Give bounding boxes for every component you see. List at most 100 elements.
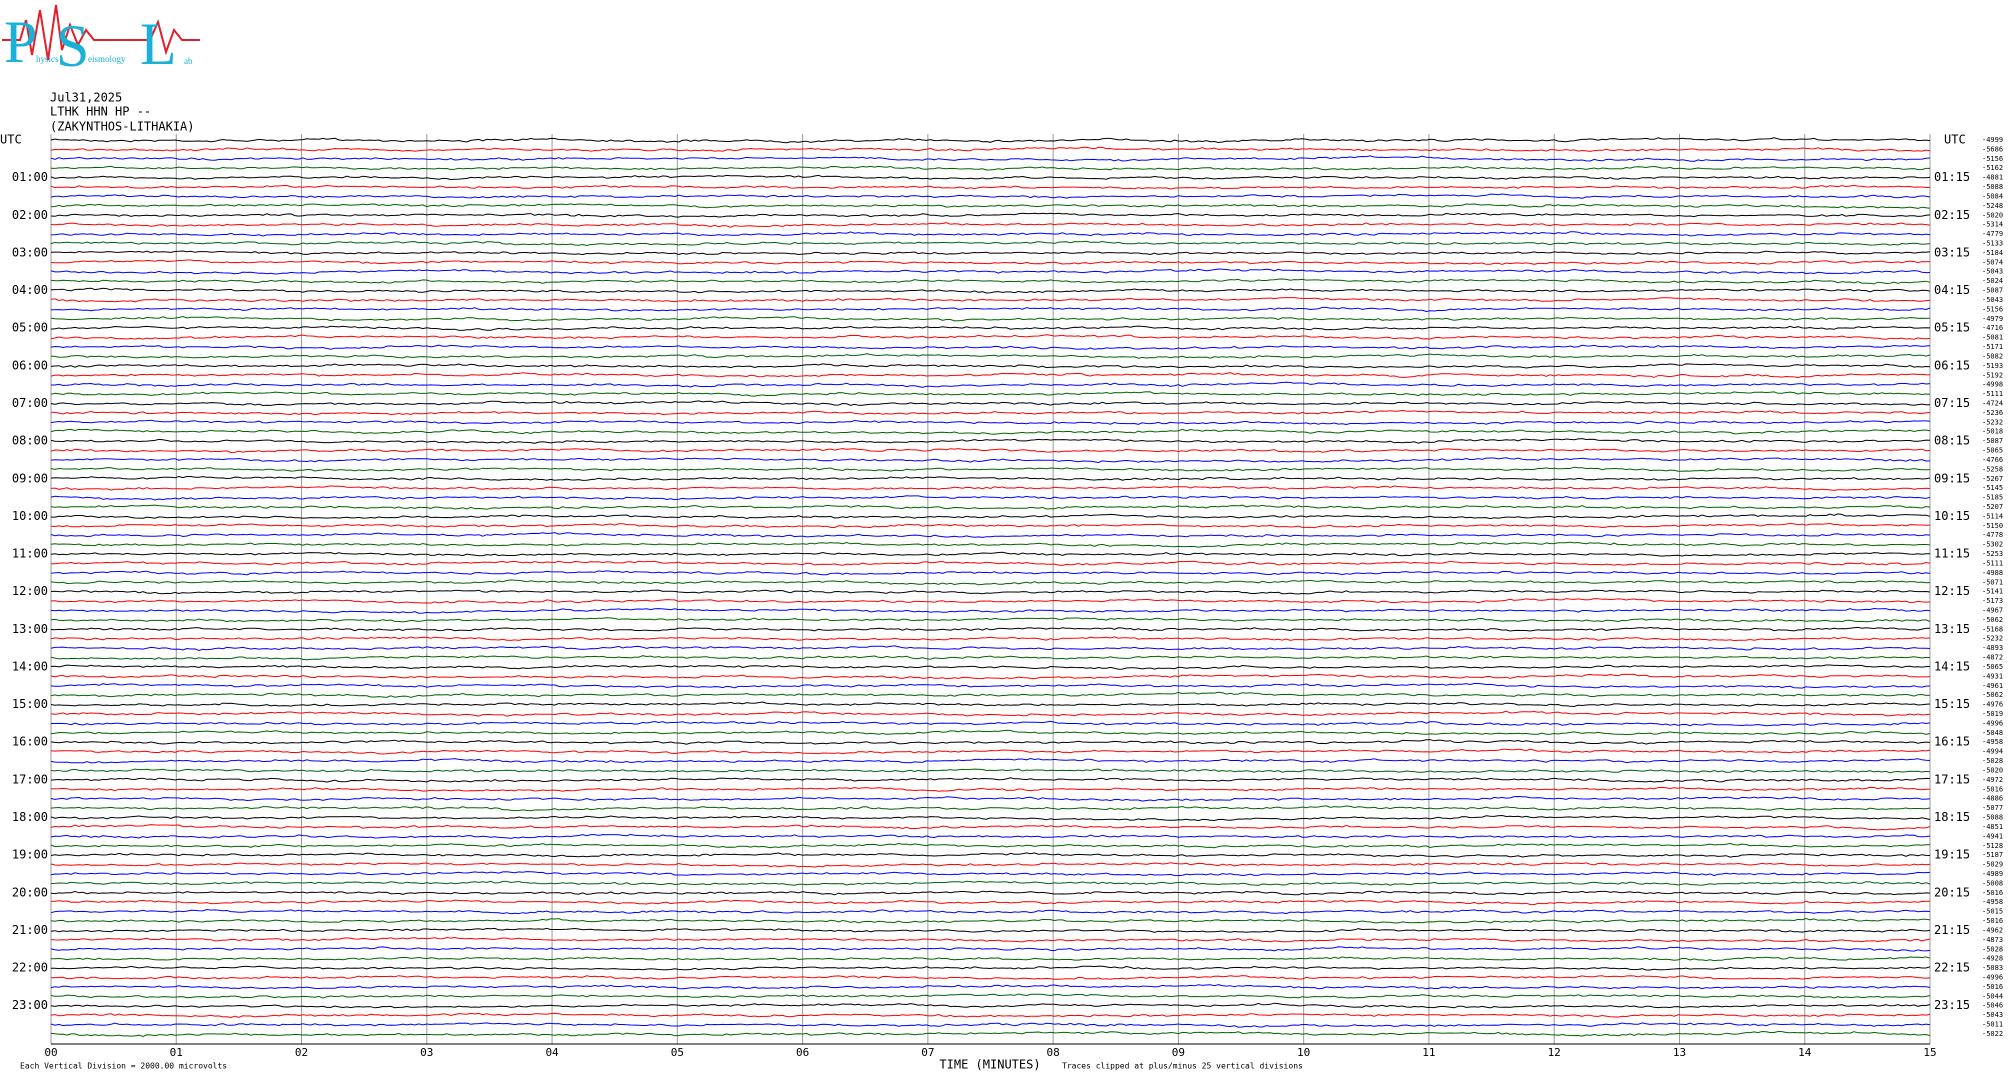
trace-offset: -4779: [1982, 230, 2003, 238]
row-label: 04:00: [12, 283, 48, 297]
trace: [50, 701, 1931, 708]
x-tick-label: 03: [420, 1046, 433, 1059]
trace: [50, 146, 1931, 152]
logo-wave: [2, 4, 200, 61]
trace: [50, 353, 1931, 359]
trace: [50, 1030, 1931, 1038]
row-label: 12:15: [1934, 584, 1970, 598]
trace-offset: -5168: [1982, 625, 2003, 633]
trace-offset: -4962: [1982, 926, 2003, 934]
trace-offset: -5253: [1982, 550, 2003, 558]
row-label: 17:15: [1934, 772, 1970, 786]
time-zone-label: UTC: [0, 133, 22, 147]
trace-offset: -5048: [1982, 729, 2003, 737]
trace-offset: -5088: [1982, 183, 2003, 191]
trace-offset: -5019: [1982, 710, 2003, 718]
trace: [50, 880, 1931, 886]
row-label: 02:15: [1934, 208, 1970, 222]
scale-note: Each Vertical Division = 2000.00 microvo…: [20, 1061, 227, 1070]
trace: [50, 786, 1931, 792]
trace: [50, 908, 1931, 915]
trace: [50, 495, 1931, 501]
row-label: 21:00: [12, 923, 48, 937]
date: Jul31,2025: [50, 91, 122, 105]
trace-offset: -4996: [1982, 973, 2003, 981]
x-tick-label: 00: [44, 1046, 57, 1059]
row-label: 03:00: [12, 245, 48, 259]
trace: [50, 917, 1931, 924]
trace-offset: -5187: [1982, 851, 2003, 859]
row-label: 09:00: [12, 471, 48, 485]
row-label: 19:00: [12, 848, 48, 862]
row-label: 12:00: [12, 584, 48, 598]
trace-offset: -5156: [1982, 305, 2003, 313]
trace-offset: -4999: [1982, 136, 2003, 144]
clip-note: Traces clipped at plus/minus 25 vertical…: [1062, 1061, 1303, 1070]
trace-offset: -4988: [1982, 569, 2003, 577]
trace: [50, 551, 1930, 557]
trace-offset: -4928: [1982, 955, 2003, 963]
trace-offset: -5062: [1982, 691, 2003, 699]
x-tick-label: 11: [1422, 1046, 1435, 1059]
row-label: 22:15: [1934, 961, 1970, 975]
row-label: 05:15: [1934, 321, 1970, 335]
trace: [50, 691, 1931, 698]
trace: [50, 710, 1931, 717]
row-label: 11:15: [1934, 547, 1970, 561]
trace: [50, 485, 1931, 491]
x-tick-label: 08: [1047, 1046, 1060, 1059]
x-tick-label: 06: [796, 1046, 809, 1059]
trace-offset: -5111: [1982, 390, 2003, 398]
station: LTHK HHN HP --: [50, 105, 151, 119]
trace: [50, 297, 1931, 303]
row-label: 17:00: [12, 772, 48, 786]
trace-offset: -5043: [1982, 1011, 2003, 1019]
x-axis-title: TIME (MINUTES): [939, 1057, 1040, 1071]
trace-offset: -5185: [1982, 494, 2003, 502]
trace-offset: -5008: [1982, 879, 2003, 887]
trace: [50, 899, 1931, 906]
trace: [50, 975, 1931, 980]
trace-offset: -5028: [1982, 945, 2003, 953]
row-label: 20:00: [12, 885, 48, 899]
trace-offset: -5015: [1982, 908, 2003, 916]
trace-offset: -5184: [1982, 249, 2003, 257]
trace-offset: -4941: [1982, 832, 2003, 840]
trace: [50, 522, 1931, 529]
trace-offset: -4931: [1982, 672, 2003, 680]
trace: [50, 617, 1931, 623]
trace-offset: -5084: [1982, 192, 2003, 200]
x-tick-label: 02: [295, 1046, 308, 1059]
row-label: 06:00: [12, 358, 48, 372]
row-label: 23:15: [1934, 998, 1970, 1012]
trace: [50, 231, 1931, 237]
trace-offset: -5024: [1982, 277, 2003, 285]
trace: [50, 673, 1931, 680]
trace: [50, 203, 1931, 209]
row-label: 08:00: [12, 434, 48, 448]
trace-offset: -4873: [1982, 936, 2003, 944]
trace-offset: -5022: [1982, 1030, 2003, 1038]
row-label: 06:15: [1934, 358, 1970, 372]
trace-offset: -4958: [1982, 898, 2003, 906]
trace-offset: -5686: [1982, 145, 2003, 153]
trace: [50, 448, 1931, 454]
trace: [50, 532, 1931, 538]
trace-offset: -4979: [1982, 315, 2003, 323]
trace: [50, 927, 1931, 933]
trace-offset: -4967: [1982, 607, 2003, 615]
row-label: 22:00: [12, 961, 48, 975]
row-label: 10:00: [12, 509, 48, 523]
trace-offset: -4766: [1982, 456, 2003, 464]
trace: [50, 325, 1931, 331]
row-label: 07:15: [1934, 396, 1970, 410]
trace-offset: -5111: [1982, 559, 2003, 567]
trace-offset: -5016: [1982, 889, 2003, 897]
x-tick-label: 05: [671, 1046, 684, 1059]
x-tick-label: 09: [1172, 1046, 1185, 1059]
trace: [50, 560, 1931, 566]
trace-offset: -5156: [1982, 155, 2003, 163]
trace-offset: -5011: [1982, 1021, 2003, 1029]
trace-offset: -5044: [1982, 992, 2003, 1000]
row-label: 05:00: [12, 321, 48, 335]
